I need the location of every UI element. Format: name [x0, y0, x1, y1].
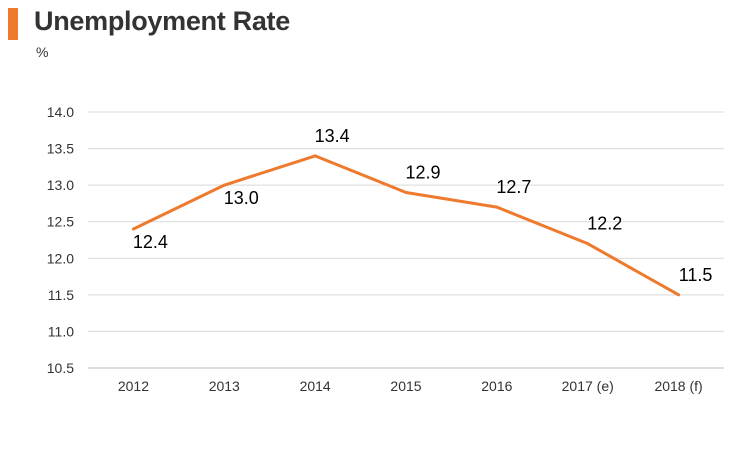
x-tick-label: 2017 (e)	[562, 378, 614, 394]
data-label: 13.0	[224, 188, 259, 208]
data-point	[222, 183, 226, 187]
x-tick-label: 2018 (f)	[654, 378, 702, 394]
data-point	[677, 293, 681, 297]
data-point	[131, 227, 135, 231]
y-tick-label: 13.0	[47, 177, 74, 193]
unit-label: %	[36, 44, 49, 60]
y-tick-label: 12.5	[47, 214, 74, 230]
x-tick-label: 2015	[390, 378, 421, 394]
series-unemployment	[131, 154, 681, 297]
y-tick-label: 11.5	[48, 287, 74, 303]
data-label: 12.7	[496, 177, 531, 197]
data-label: 11.5	[679, 265, 713, 285]
data-label: 13.4	[315, 126, 350, 146]
y-tick-label: 13.5	[47, 141, 74, 157]
chart-title: Unemployment Rate	[34, 6, 290, 36]
y-tick-label: 10.5	[47, 360, 74, 376]
x-tick-label: 2016	[481, 378, 512, 394]
data-point	[404, 190, 408, 194]
data-label: 12.9	[405, 162, 440, 182]
title-accent-bar	[8, 8, 18, 40]
x-tick-label: 2013	[209, 378, 240, 394]
data-labels: 12.4 13.0 13.4 12.9 12.7 12.2 11.5	[133, 126, 713, 285]
y-tick-label: 11.0	[48, 323, 74, 339]
gridlines	[88, 111, 724, 369]
data-point	[313, 154, 317, 158]
data-label: 12.2	[587, 214, 622, 234]
x-tick-label: 2014	[300, 378, 331, 394]
data-point	[586, 242, 590, 246]
data-label: 12.4	[133, 232, 168, 252]
data-point	[495, 205, 499, 209]
x-tick-label: 2012	[118, 378, 149, 394]
y-tick-label: 14.0	[47, 104, 74, 120]
x-axis-ticks: 2012 2013 2014 2015 2016 2017 (e) 2018 (f)	[118, 378, 703, 394]
y-axis-ticks: 10.5 11.0 11.5 12.0 12.5 13.0 13.5 14.0	[47, 104, 74, 376]
y-tick-label: 12.0	[47, 250, 74, 266]
